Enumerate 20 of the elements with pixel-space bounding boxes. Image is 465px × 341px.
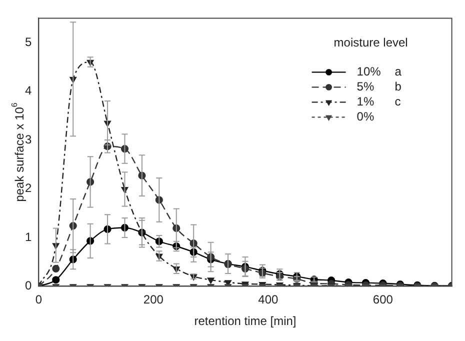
- legend-label: 10%: [356, 64, 382, 79]
- y-tick-label: 3: [24, 132, 32, 146]
- annotation: c: [394, 94, 401, 109]
- legend-title: moisture level: [334, 36, 408, 50]
- y-tick-label: 2: [24, 181, 32, 196]
- annotation: a: [394, 64, 402, 79]
- legend-label: 0%: [356, 110, 374, 124]
- x-axis-title: retention time [min]: [194, 314, 296, 328]
- y-tick-label: 0: [24, 278, 32, 293]
- x-tick-label: 600: [372, 292, 394, 307]
- y-axis-title: peak surface x 106: [10, 102, 26, 202]
- annotation: b: [394, 80, 402, 94]
- x-tick-label: 400: [258, 292, 279, 307]
- legend-label: 1%: [356, 94, 374, 109]
- y-tick-label: 4: [24, 84, 32, 98]
- y-tick-label: 5: [24, 34, 32, 49]
- x-tick-label: 0: [35, 292, 42, 307]
- y-tick-label: 1: [24, 230, 32, 244]
- legend-label: 5%: [356, 80, 374, 94]
- x-tick-label: 200: [143, 292, 164, 307]
